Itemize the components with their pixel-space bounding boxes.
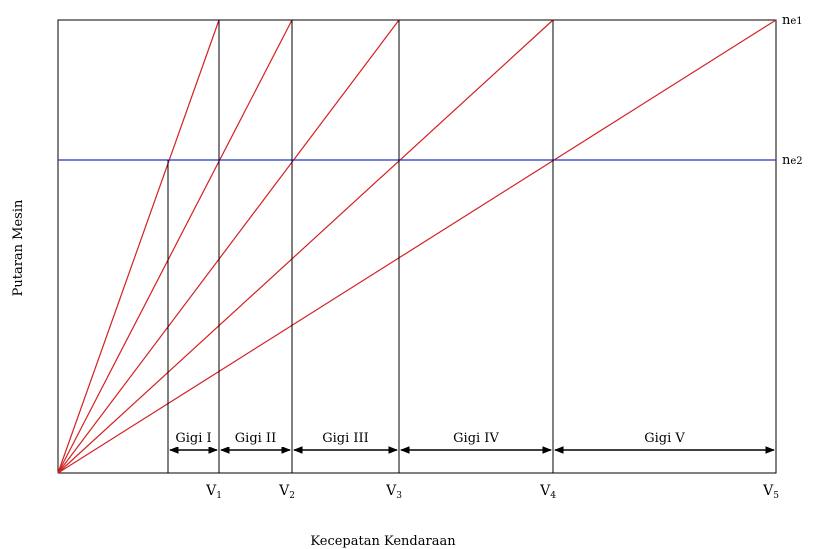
gear-range-label-2: Gigi II [235, 431, 276, 446]
gear-line-4 [57, 19, 554, 474]
gear-range-label-bg-3 [314, 430, 377, 447]
plot-frame [57, 19, 777, 474]
gear-range-label-bg-4 [448, 430, 504, 447]
gear-range-label-3: Gigi III [322, 431, 369, 446]
gear-range-label-bg-5 [640, 430, 689, 447]
gear-range-label-bg-1 [169, 430, 218, 447]
x-tick-label-v2: V2 [278, 483, 295, 501]
gear-line-5 [57, 19, 777, 474]
x-tick-label-v3: V3 [385, 483, 402, 501]
gear-range-label-5: Gigi V [644, 431, 685, 446]
gear-line-1 [57, 19, 220, 474]
gear-line-2 [57, 19, 293, 474]
gear-range-label-bg-2 [228, 430, 283, 447]
level-label-ne1: ne1 [782, 13, 803, 28]
y-axis-title: Putaran Mesin [11, 199, 26, 296]
x-axis-title: Kecepatan Kendaraan [310, 534, 456, 549]
x-tick-label-v4: V4 [539, 483, 556, 501]
gear-range-label-1: Gigi I [175, 431, 211, 446]
level-label-ne2: ne2 [782, 153, 803, 168]
gear-line-3 [57, 19, 400, 474]
gear-range-label-4: Gigi IV [453, 431, 499, 446]
x-tick-label-v1: V1 [205, 483, 222, 501]
x-tick-label-v5: V5 [762, 483, 779, 501]
